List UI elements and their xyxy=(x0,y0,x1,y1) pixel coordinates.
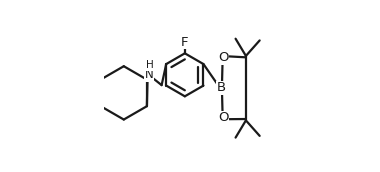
Text: O: O xyxy=(218,51,229,64)
Text: H: H xyxy=(146,60,154,70)
Text: F: F xyxy=(181,36,188,49)
Text: O: O xyxy=(218,111,229,124)
Text: N: N xyxy=(145,68,154,81)
Text: B: B xyxy=(216,81,225,94)
